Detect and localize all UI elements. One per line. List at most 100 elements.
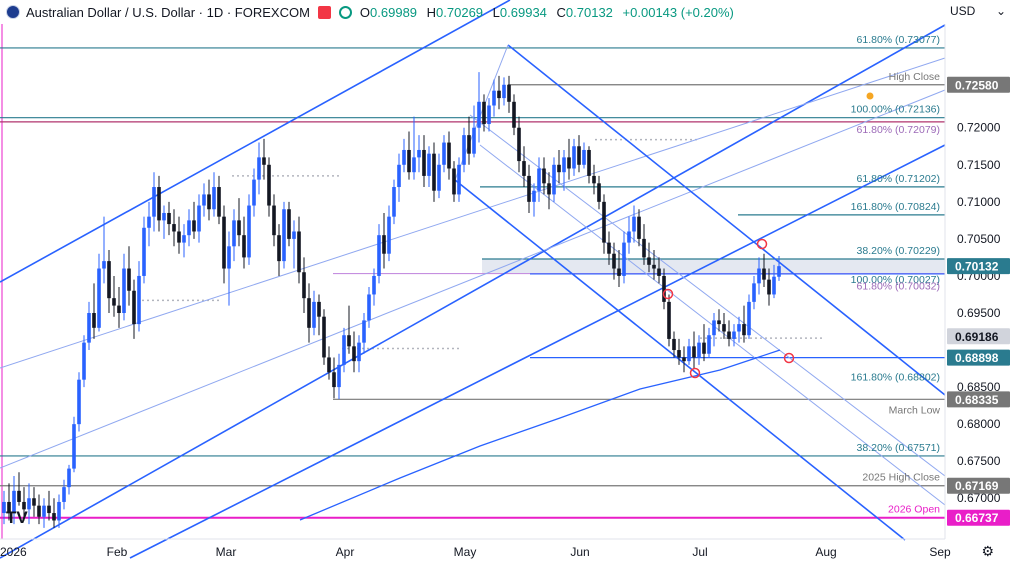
candle[interactable] <box>557 149 561 184</box>
candle[interactable] <box>407 131 411 180</box>
candle[interactable] <box>487 98 491 132</box>
candle[interactable] <box>362 312 366 354</box>
candle[interactable] <box>62 479 66 510</box>
candle[interactable] <box>652 250 656 280</box>
currency-selector[interactable]: USD ⌄ <box>950 2 1006 20</box>
candle[interactable] <box>252 168 256 217</box>
candle[interactable] <box>232 209 236 262</box>
price-label-last-price[interactable]: 0.70132 <box>947 258 1010 275</box>
candle[interactable] <box>322 309 326 365</box>
candle[interactable] <box>387 205 391 262</box>
candle[interactable] <box>707 327 711 358</box>
channel-trendline[interactable] <box>454 179 906 541</box>
candle[interactable] <box>622 231 626 284</box>
candle[interactable] <box>567 138 571 180</box>
candle[interactable] <box>147 201 151 247</box>
parallel-median-line[interactable] <box>0 89 946 469</box>
candle[interactable] <box>247 194 251 265</box>
candle[interactable] <box>662 268 666 310</box>
candle[interactable] <box>532 183 536 217</box>
candle[interactable] <box>332 357 336 399</box>
candle[interactable] <box>432 142 436 202</box>
candle[interactable] <box>462 127 466 173</box>
candle[interactable] <box>302 257 306 313</box>
symbol-title[interactable]: Australian Dollar / U.S. Dollar · 1D · F… <box>26 4 310 20</box>
candle[interactable] <box>542 157 546 195</box>
candle[interactable] <box>427 146 431 188</box>
candle[interactable] <box>642 224 646 265</box>
price-label-level-0.69186[interactable]: 0.69186 <box>947 328 1010 345</box>
candle[interactable] <box>377 224 381 284</box>
candle[interactable] <box>47 490 51 521</box>
candle[interactable] <box>762 253 766 288</box>
candle[interactable] <box>667 294 671 347</box>
candle[interactable] <box>92 283 96 339</box>
candle[interactable] <box>112 275 116 317</box>
candle[interactable] <box>612 242 616 280</box>
candle[interactable] <box>627 216 631 254</box>
candle[interactable] <box>202 183 206 217</box>
candle[interactable] <box>572 138 576 176</box>
candle[interactable] <box>192 201 196 239</box>
candle[interactable] <box>292 220 296 269</box>
candle[interactable] <box>672 331 676 358</box>
candle[interactable] <box>592 164 596 195</box>
candle[interactable] <box>747 294 751 339</box>
candle[interactable] <box>777 256 781 281</box>
price-label-march-low[interactable]: 0.68335 <box>947 391 1010 408</box>
candle[interactable] <box>677 338 681 365</box>
candle[interactable] <box>702 324 706 362</box>
candle[interactable] <box>127 246 131 306</box>
candle[interactable] <box>182 224 186 258</box>
candle[interactable] <box>507 75 511 113</box>
candle[interactable] <box>437 153 441 199</box>
candle[interactable] <box>582 142 586 169</box>
candle[interactable] <box>152 172 156 232</box>
candle[interactable] <box>297 216 301 284</box>
candle[interactable] <box>142 216 146 284</box>
candle[interactable] <box>312 290 316 336</box>
candle[interactable] <box>732 324 736 347</box>
candle[interactable] <box>317 294 321 336</box>
candle[interactable] <box>12 476 16 525</box>
candle[interactable] <box>452 161 456 202</box>
candle[interactable] <box>697 335 701 365</box>
candle[interactable] <box>617 250 621 288</box>
candle[interactable] <box>552 157 556 202</box>
candle[interactable] <box>2 490 6 525</box>
candle[interactable] <box>82 335 86 388</box>
price-label-2026-open[interactable]: 0.66737 <box>947 509 1010 526</box>
candle[interactable] <box>767 268 771 306</box>
candle[interactable] <box>197 194 201 243</box>
candle[interactable] <box>727 320 731 347</box>
price-label-high-close[interactable]: 0.72580 <box>947 76 1010 93</box>
candle[interactable] <box>217 175 221 225</box>
candle[interactable] <box>352 331 356 373</box>
candle[interactable] <box>237 198 241 247</box>
candle[interactable] <box>87 301 91 351</box>
candle[interactable] <box>172 209 176 247</box>
candle[interactable] <box>477 72 481 143</box>
candle[interactable] <box>417 135 421 173</box>
candle[interactable] <box>537 157 541 202</box>
candle[interactable] <box>227 231 231 306</box>
candle[interactable] <box>717 309 721 332</box>
candle[interactable] <box>562 149 566 191</box>
candle[interactable] <box>512 94 516 136</box>
candle[interactable] <box>187 209 191 247</box>
candle[interactable] <box>97 253 101 332</box>
candle[interactable] <box>282 201 286 269</box>
candle[interactable] <box>692 331 696 369</box>
candle[interactable] <box>392 179 396 225</box>
price-label-level-0.68898[interactable]: 0.68898 <box>947 349 1010 366</box>
candle[interactable] <box>577 135 581 173</box>
candle[interactable] <box>547 172 551 210</box>
parallel-median-line[interactable] <box>469 114 946 477</box>
candle[interactable] <box>357 335 361 373</box>
candle[interactable] <box>242 216 246 269</box>
candle[interactable] <box>337 353 341 399</box>
candle[interactable] <box>467 116 471 165</box>
candle[interactable] <box>602 194 606 254</box>
candle[interactable] <box>307 283 311 343</box>
